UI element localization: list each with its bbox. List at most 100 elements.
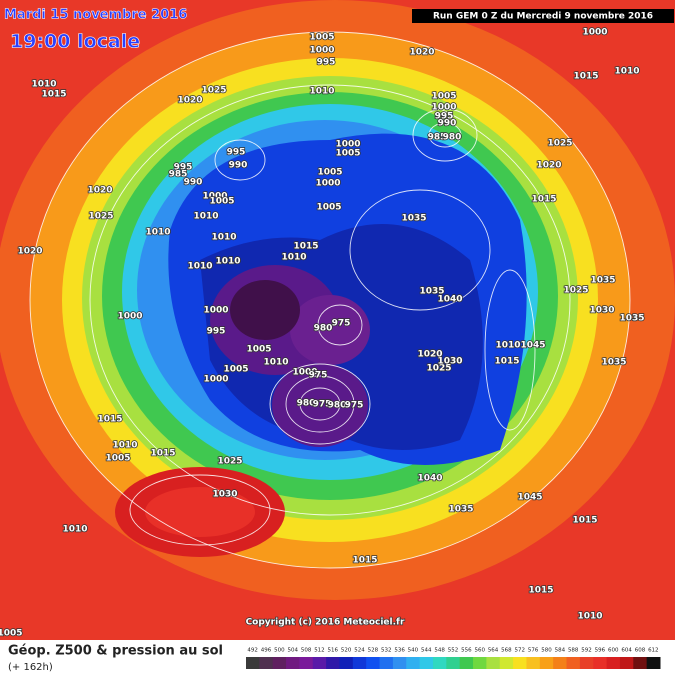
pressure-label: 1005 <box>105 454 130 464</box>
colorbar-swatch <box>419 657 434 669</box>
pressure-label: 1000 <box>335 140 360 150</box>
pressure-label: 1015 <box>150 449 175 459</box>
colorbar-swatch <box>486 657 501 669</box>
pressure-label: 1015 <box>352 556 377 566</box>
pressure-label: 1000 <box>582 28 607 38</box>
pressure-label: 1010 <box>215 257 240 267</box>
colorbar-label: 516 <box>328 648 339 654</box>
isobars <box>29 31 631 569</box>
colorbar-label: 548 <box>434 648 445 654</box>
pressure-label: 1030 <box>437 357 462 367</box>
pressure-label: 1010 <box>62 525 87 535</box>
colorbar-swatch <box>553 657 568 669</box>
pressure-label: 1020 <box>417 350 442 360</box>
pressure-label: 1010 <box>495 341 520 351</box>
pressure-label: 1025 <box>547 139 572 149</box>
colorbar: 492 496 500 504 508 512 516 520 524 528 532 536 540 5… <box>246 648 661 669</box>
pressure-label: 1030 <box>589 306 614 316</box>
colorbar-label: 588 <box>568 648 579 654</box>
pressure-label: 1010 <box>187 262 212 272</box>
pressure-label: 1035 <box>448 505 473 515</box>
run-box <box>412 9 674 23</box>
colorbar-swatch <box>633 657 648 669</box>
pressure-label: 1025 <box>88 212 113 222</box>
colorbar-label: 568 <box>501 648 512 654</box>
pressure-label: 1015 <box>531 195 556 205</box>
pressure-label: 980 <box>314 324 333 334</box>
pressure-label: 1015 <box>41 90 66 100</box>
colorbar-label: 532 <box>381 648 392 654</box>
colorbar-label: 608 <box>635 648 646 654</box>
pressure-label: 1015 <box>293 242 318 252</box>
copyright: Copyright (c) 2016 Meteociel.fr <box>246 618 405 628</box>
pressure-label: 1000 <box>203 306 228 316</box>
colorbar-label: 552 <box>448 648 459 654</box>
pressure-label: 1000 <box>431 103 456 113</box>
pressure-label: 975 <box>313 400 332 410</box>
time: 19:00 locale <box>10 31 140 53</box>
colorbar-swatch <box>312 657 327 669</box>
colorbar-swatch <box>379 657 394 669</box>
colorbar-label: 520 <box>341 648 352 654</box>
colorbar-swatch <box>326 657 340 669</box>
colorbar-swatch <box>286 657 300 669</box>
pressure-label: 1015 <box>528 586 553 596</box>
pressure-label: 1010 <box>112 441 137 451</box>
colorbar-label: 596 <box>595 648 606 654</box>
colorbar-label: 528 <box>368 648 379 654</box>
colorbar-label: 512 <box>314 648 325 654</box>
pressure-label: 990 <box>438 119 457 129</box>
pressure-label: 1015 <box>572 516 597 526</box>
colorbar-swatch <box>272 657 287 669</box>
pressure-label: 995 <box>174 163 193 173</box>
pressure-label: 1035 <box>619 314 644 324</box>
colorbar-swatch <box>606 657 621 669</box>
pressure-label: 995 <box>435 112 454 122</box>
pressure-label: 995 <box>207 327 226 337</box>
colorbar-label: 584 <box>555 648 566 654</box>
colorbar-label: 508 <box>301 648 312 654</box>
colorbar-swatch <box>619 657 634 669</box>
pressure-label: 1035 <box>401 214 426 224</box>
pressure-label: 1010 <box>31 80 56 90</box>
pressure-label: 1035 <box>601 358 626 368</box>
date: Mardi 15 novembre 2016 <box>4 8 187 23</box>
colorbar-swatch <box>259 657 274 669</box>
footer-lead: (+ 162h) <box>8 662 53 673</box>
colorbar-label: 492 <box>247 648 258 654</box>
colorbar-label: 592 <box>581 648 592 654</box>
colorbar-swatch <box>406 657 421 669</box>
colorbar-label: 600 <box>608 648 619 654</box>
colorbar-swatch <box>513 657 527 669</box>
colorbar-label: 540 <box>408 648 419 654</box>
pressure-label: 1020 <box>409 48 434 58</box>
colorbar-label: 564 <box>488 648 499 654</box>
pressure-label: 1005 <box>223 365 248 375</box>
pressure-label: 980 <box>328 401 347 411</box>
pressure-label: 995 <box>227 148 246 158</box>
pressure-label: 995 <box>317 58 336 68</box>
colorbar-swatch <box>432 657 447 669</box>
pressure-label: 1010 <box>193 212 218 222</box>
pressure-label: 1020 <box>177 96 202 106</box>
pressure-label: 1020 <box>536 161 561 171</box>
colorbar-swatch <box>473 657 487 669</box>
pressure-label: 980 <box>443 133 462 143</box>
pressure-label: 1010 <box>614 67 639 77</box>
pressure-label: 1005 <box>335 149 360 159</box>
pressure-label: 1000 <box>315 179 340 189</box>
colorbar-label: 612 <box>648 648 659 654</box>
colorbar-label: 496 <box>261 648 272 654</box>
map-field <box>0 0 675 640</box>
colorbar-label: 544 <box>421 648 432 654</box>
pressure-label: 1030 <box>212 490 237 500</box>
pressure-label: 985 <box>428 133 447 143</box>
colorbar-swatch <box>593 657 608 669</box>
pressure-label: 990 <box>184 178 203 188</box>
pressure-label: 1010 <box>263 358 288 368</box>
colorbar-swatch <box>566 657 581 669</box>
colorbar-label: 500 <box>274 648 285 654</box>
pressure-label: 990 <box>229 161 248 171</box>
colorbar-label: 536 <box>394 648 405 654</box>
